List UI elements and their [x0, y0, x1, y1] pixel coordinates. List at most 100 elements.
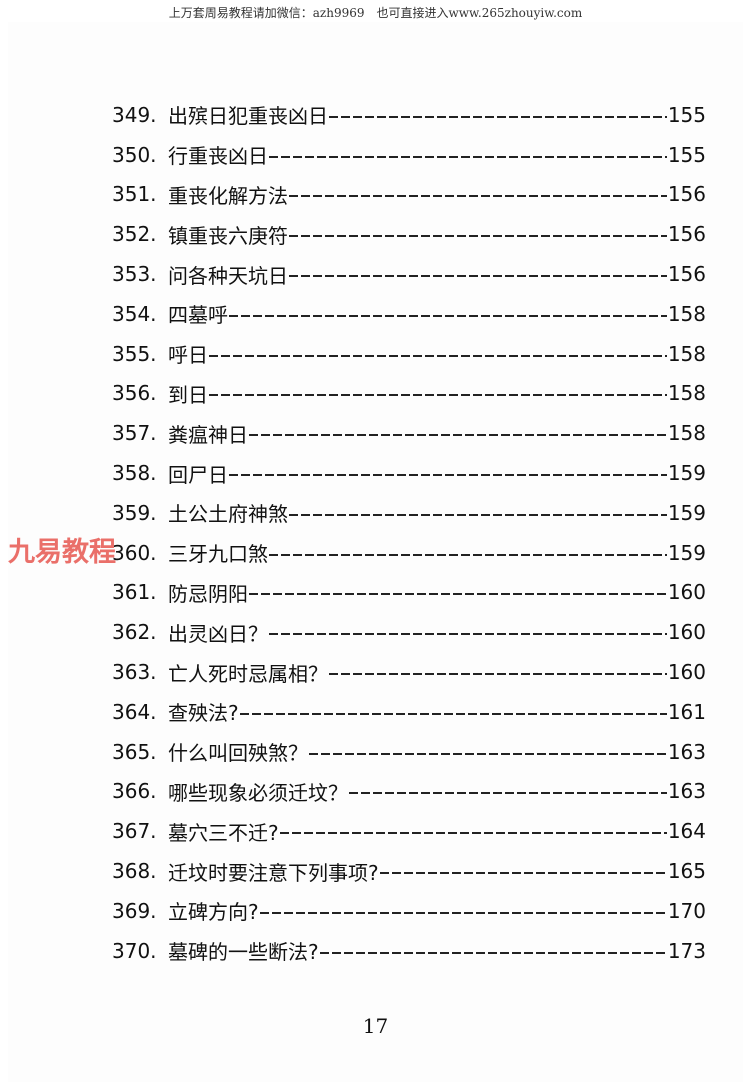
- dot-leader: [379, 872, 667, 875]
- entry-title: 迁坟时要注意下列事项?: [168, 860, 379, 885]
- entry-title: 回尸日: [168, 462, 228, 487]
- entry-page: 156: [667, 222, 706, 247]
- entry-number: 359.: [112, 500, 157, 525]
- entry-page: 164: [667, 819, 706, 844]
- entry-page: 161: [667, 699, 706, 724]
- entry-number: 362.: [112, 620, 157, 645]
- toc-entry: 358. 回尸日 159: [112, 453, 706, 493]
- page-number: 17: [362, 1014, 389, 1038]
- dot-leader: [289, 275, 667, 278]
- dot-leader: [329, 673, 667, 676]
- entry-page: 163: [667, 739, 706, 764]
- entry-title: 出殡日犯重丧凶日: [168, 104, 328, 129]
- entry-number: 365.: [112, 739, 157, 764]
- entry-page: 155: [667, 142, 706, 167]
- dot-leader: [349, 792, 667, 795]
- dot-leader: [229, 474, 667, 477]
- entry-title: 亡人死时忌属相？: [168, 661, 328, 686]
- entry-number: 351.: [112, 182, 157, 207]
- entry-number: 368.: [112, 859, 157, 884]
- dot-leader: [289, 513, 667, 516]
- entry-page: 158: [667, 301, 706, 326]
- entry-title: 问各种天坑日: [168, 263, 288, 288]
- entry-page: 158: [667, 341, 706, 366]
- dot-leader: [329, 115, 667, 118]
- entry-number: 353.: [112, 262, 157, 287]
- toc-entry: 360. 三牙九口煞 159: [112, 533, 706, 573]
- entry-page: 159: [667, 540, 706, 565]
- entry-title: 四墓呼: [168, 303, 228, 328]
- dot-leader: [239, 712, 667, 715]
- entry-number: 369.: [112, 898, 157, 923]
- toc-entry: 367. 墓穴三不迁? 164: [112, 811, 706, 851]
- entry-title: 粪瘟神日: [168, 422, 248, 447]
- toc-entry: 366. 哪些现象必须迁坟？ 163: [112, 772, 706, 812]
- toc-entry: 361. 防忌阴阳 160: [112, 573, 706, 613]
- dot-leader: [309, 752, 667, 755]
- toc-entry: 349. 出殡日犯重丧凶日 155: [112, 95, 706, 135]
- entry-number: 356.: [112, 381, 157, 406]
- entry-number: 361.: [112, 580, 157, 605]
- dot-leader: [209, 354, 667, 357]
- toc-entry: 364. 查殃法? 161: [112, 692, 706, 732]
- entry-title: 墓碑的一些断法?: [168, 940, 319, 965]
- toc-entry: 357. 粪瘟神日 158: [112, 413, 706, 453]
- dot-leader: [289, 195, 667, 198]
- entry-page: 165: [667, 859, 706, 884]
- dot-leader: [249, 434, 667, 437]
- entry-page: 160: [667, 620, 706, 645]
- entry-number: 350.: [112, 142, 157, 167]
- dot-leader: [259, 911, 667, 914]
- entry-number: 360.: [112, 540, 157, 565]
- document-page: [8, 22, 743, 1082]
- entry-number: 355.: [112, 341, 157, 366]
- entry-number: 364.: [112, 699, 157, 724]
- watermark-logo: 九易教程: [8, 537, 116, 568]
- entry-page: 159: [667, 500, 706, 525]
- entry-title: 查殃法?: [168, 701, 239, 726]
- entry-title: 行重丧凶日: [168, 144, 268, 169]
- entry-title: 防忌阴阳: [168, 581, 248, 606]
- entry-number: 370.: [112, 938, 157, 963]
- entry-number: 349.: [112, 102, 157, 127]
- entry-page: 156: [667, 262, 706, 287]
- dot-leader: [249, 593, 667, 596]
- entry-page: 158: [667, 381, 706, 406]
- entry-page: 160: [667, 660, 706, 685]
- entry-title: 呼日: [168, 343, 208, 368]
- toc-entry: 359. 土公土府神煞 159: [112, 493, 706, 533]
- toc-entry: 362. 出灵凶日？ 160: [112, 612, 706, 652]
- dot-leader: [269, 553, 667, 556]
- entry-number: 363.: [112, 660, 157, 685]
- entry-number: 354.: [112, 301, 157, 326]
- dot-leader: [229, 314, 667, 317]
- entry-page: 170: [667, 898, 706, 923]
- entry-title: 重丧化解方法: [168, 183, 288, 208]
- dot-leader: [209, 394, 667, 397]
- toc-entry: 370. 墓碑的一些断法? 173: [112, 931, 706, 971]
- toc-entry: 363. 亡人死时忌属相？ 160: [112, 652, 706, 692]
- entry-page: 159: [667, 461, 706, 486]
- toc-entry: 355. 呼日 158: [112, 334, 706, 374]
- table-of-contents: 349. 出殡日犯重丧凶日 155 350. 行重丧凶日 155 351. 重丧化解方法 156…: [112, 95, 706, 971]
- dot-leader: [319, 951, 667, 954]
- dot-leader: [279, 832, 667, 835]
- dot-leader: [269, 633, 667, 636]
- toc-entry: 354. 四墓呼 158: [112, 294, 706, 334]
- dot-leader: [269, 155, 667, 158]
- entry-title: 墓穴三不迁?: [168, 820, 279, 845]
- entry-title: 出灵凶日？: [168, 621, 268, 646]
- entry-title: 哪些现象必须迁坟？: [168, 780, 348, 805]
- entry-page: 158: [667, 421, 706, 446]
- entry-number: 352.: [112, 222, 157, 247]
- toc-entry: 350. 行重丧凶日 155: [112, 135, 706, 175]
- entry-title: 到日: [168, 382, 208, 407]
- entry-page: 156: [667, 182, 706, 207]
- dot-leader: [289, 235, 667, 238]
- entry-number: 357.: [112, 421, 157, 446]
- entry-title: 什么叫回殃煞？: [168, 741, 308, 766]
- entry-title: 立碑方向?: [168, 900, 259, 925]
- toc-entry: 351. 重丧化解方法 156: [112, 175, 706, 215]
- entry-page: 155: [667, 102, 706, 127]
- entry-title: 三牙九口煞: [168, 542, 268, 567]
